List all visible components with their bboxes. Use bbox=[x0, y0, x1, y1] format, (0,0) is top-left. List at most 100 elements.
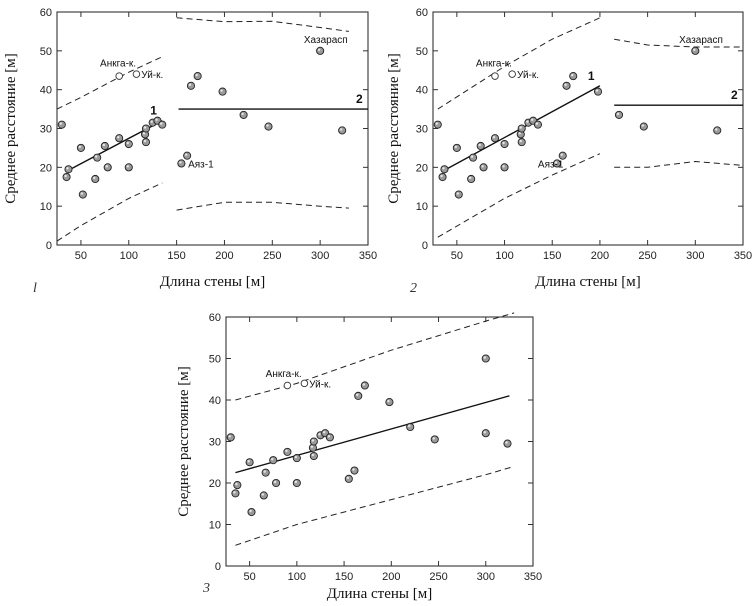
confidence-band-line bbox=[56, 56, 163, 110]
y-tick-label: 20 bbox=[209, 478, 221, 490]
y-tick-label: 60 bbox=[40, 7, 52, 19]
x-tick-label: 300 bbox=[686, 250, 704, 262]
chart-panel-1: 50 100 150 200 250 300 350 0 10 20 30 40 50 60 Длина с… bbox=[3, 7, 377, 296]
data-point bbox=[481, 354, 490, 363]
regression-line-label: 2 bbox=[356, 92, 363, 106]
data-point bbox=[338, 126, 347, 135]
y-tick-label: 20 bbox=[40, 162, 52, 174]
y-tick-label: 0 bbox=[46, 240, 52, 252]
open-data-point bbox=[508, 70, 516, 78]
data-point bbox=[292, 478, 301, 488]
data-point bbox=[292, 454, 301, 463]
panel-label: 2 bbox=[410, 281, 417, 296]
data-point bbox=[239, 110, 248, 119]
confidence-band-line bbox=[235, 465, 515, 546]
data-point bbox=[76, 143, 85, 152]
x-tick-label: 50 bbox=[243, 571, 255, 583]
confidence-band-line bbox=[614, 160, 744, 168]
y-tick-label: 40 bbox=[209, 395, 221, 407]
panel-label: l bbox=[33, 281, 37, 296]
data-point bbox=[183, 151, 192, 160]
data-point bbox=[309, 437, 318, 446]
regression-line-label: 1 bbox=[150, 104, 157, 118]
x-tick-label: 350 bbox=[524, 571, 542, 583]
y-tick-label: 60 bbox=[209, 312, 221, 324]
data-point bbox=[186, 81, 196, 90]
y-tick-label: 50 bbox=[40, 46, 52, 58]
open-data-point bbox=[115, 72, 123, 80]
data-point bbox=[639, 122, 648, 131]
x-axis-label: Длина стены [м] bbox=[327, 586, 432, 602]
confidence-band-line bbox=[437, 153, 601, 238]
data-point bbox=[231, 489, 240, 498]
data-point bbox=[233, 481, 242, 490]
y-tick-label: 50 bbox=[209, 354, 221, 366]
x-tick-label: 50 bbox=[75, 250, 87, 262]
x-tick-label: 200 bbox=[591, 250, 609, 262]
point-annotation: Уй-к. bbox=[517, 70, 539, 81]
data-point bbox=[438, 172, 447, 182]
data-point bbox=[264, 122, 273, 131]
x-tick-label: 350 bbox=[359, 250, 377, 262]
data-point bbox=[503, 439, 512, 448]
data-point bbox=[91, 174, 100, 184]
data-point bbox=[158, 120, 167, 129]
point-annotation: Хазарасп bbox=[304, 35, 348, 46]
confidence-band-line bbox=[235, 312, 515, 401]
data-point bbox=[479, 163, 488, 172]
data-point bbox=[245, 458, 254, 467]
y-axis-label: Среднее расстояние [м] bbox=[386, 53, 402, 204]
data-point bbox=[481, 429, 490, 438]
confidence-band-line bbox=[437, 17, 601, 110]
x-tick-label: 250 bbox=[429, 571, 447, 583]
data-point bbox=[533, 120, 542, 129]
data-point bbox=[614, 110, 624, 119]
point-annotation: Аяз-1 bbox=[188, 159, 214, 170]
data-point bbox=[62, 172, 71, 182]
y-tick-label: 40 bbox=[416, 85, 428, 97]
x-axis-label: Длина стены [м] bbox=[160, 274, 265, 290]
data-point bbox=[433, 120, 442, 129]
data-point bbox=[691, 46, 700, 55]
data-point bbox=[272, 478, 281, 488]
data-point bbox=[78, 190, 87, 199]
data-point bbox=[569, 72, 578, 81]
x-tick-label: 50 bbox=[451, 250, 463, 262]
data-point bbox=[141, 138, 151, 147]
open-data-point bbox=[132, 70, 141, 78]
data-point bbox=[115, 134, 124, 143]
data-point bbox=[490, 134, 500, 143]
data-point bbox=[517, 124, 526, 133]
point-annotation: Аяз-1 bbox=[538, 159, 564, 170]
x-tick-label: 200 bbox=[215, 250, 233, 262]
y-tick-label: 30 bbox=[40, 124, 52, 136]
data-point bbox=[430, 435, 439, 444]
data-point bbox=[261, 468, 270, 477]
data-point bbox=[454, 190, 463, 199]
data-point bbox=[354, 391, 363, 400]
data-point bbox=[593, 87, 603, 96]
x-tick-label: 100 bbox=[495, 250, 513, 262]
chart-panel-3: 50 100 150 200 250 300 350 0 10 20 30 40 50 60 Длина с… bbox=[176, 312, 542, 602]
data-point bbox=[325, 433, 334, 442]
point-annotation: Хазарасп bbox=[679, 35, 723, 46]
data-point bbox=[124, 163, 133, 172]
data-point bbox=[360, 381, 369, 390]
y-tick-label: 30 bbox=[416, 124, 428, 136]
y-tick-label: 50 bbox=[416, 46, 428, 58]
y-tick-label: 10 bbox=[209, 520, 221, 532]
data-point bbox=[316, 46, 325, 55]
data-point bbox=[100, 141, 109, 151]
data-point bbox=[385, 398, 394, 407]
data-point bbox=[452, 143, 461, 152]
data-point bbox=[713, 126, 722, 135]
confidence-band-line bbox=[176, 17, 349, 32]
data-point bbox=[124, 139, 133, 149]
point-annotation: Уй-к. bbox=[309, 380, 331, 391]
regression-line bbox=[235, 395, 510, 474]
y-tick-label: 60 bbox=[416, 7, 428, 19]
point-annotation: Уй-к. bbox=[141, 70, 163, 81]
data-point bbox=[226, 433, 235, 442]
open-data-point bbox=[491, 72, 499, 80]
